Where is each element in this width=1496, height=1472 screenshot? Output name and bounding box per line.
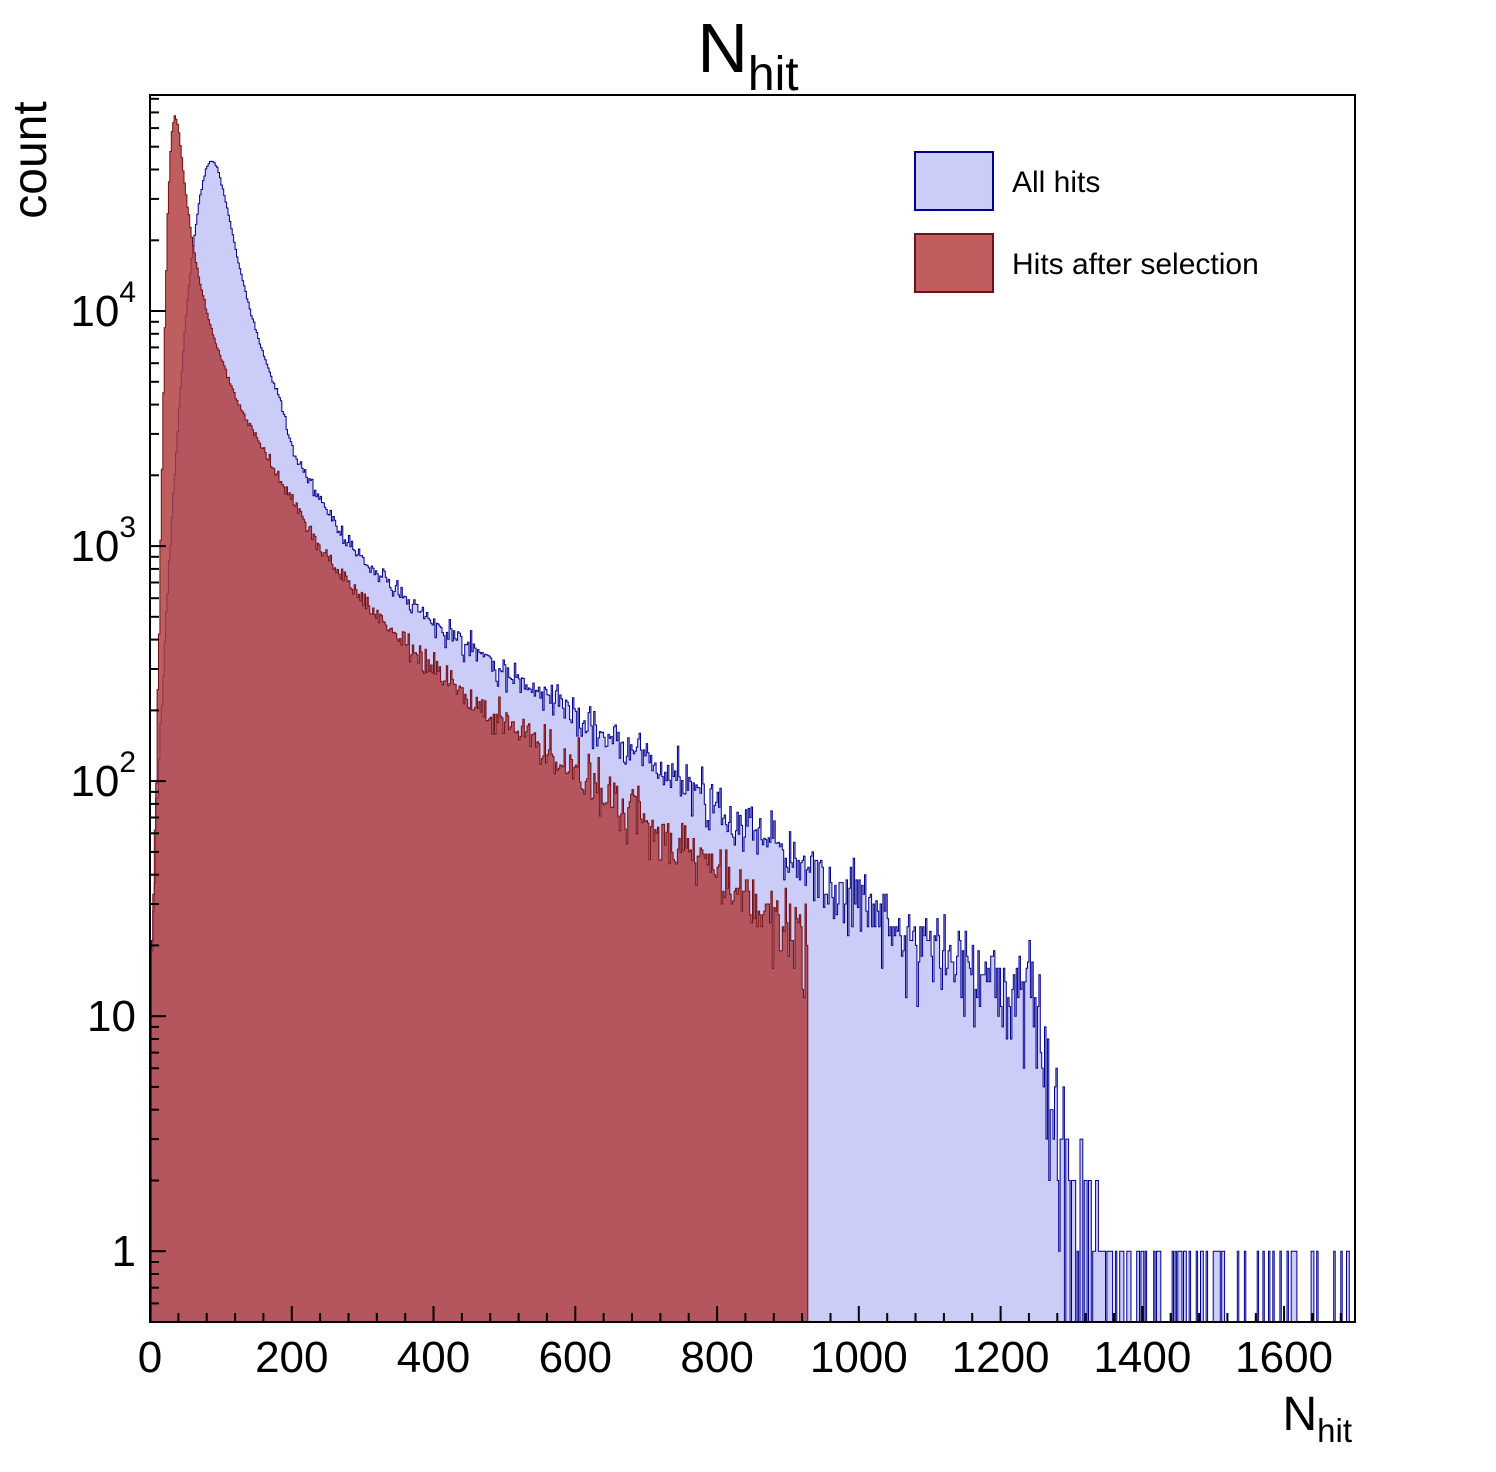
x-tick-label: 1400 <box>1093 1333 1191 1382</box>
legend-label-all-hits: All hits <box>1012 166 1100 199</box>
y-tick-label: 102 <box>70 746 136 806</box>
legend-swatch-hits-after-selection <box>914 233 994 293</box>
axes: 0 200 400 600 800 1000 1200 1400 1600 1 10 102 103 10… <box>70 97 1342 1382</box>
titles: Nhit count Nhit <box>4 9 1352 1449</box>
plot-frame <box>149 94 1356 1323</box>
legend-swatch-all-hits <box>914 151 994 211</box>
x-tick-label: 1600 <box>1235 1333 1333 1382</box>
x-tick-label: 1000 <box>810 1333 908 1382</box>
plot-area: 0 200 400 600 800 1000 1200 1400 1600 1 10 102 103 10… <box>70 94 1356 1382</box>
legend-label-hits-after-selection: Hits after selection <box>1012 248 1259 281</box>
x-tick-label: 600 <box>539 1333 612 1382</box>
y-tick-label: 10 <box>87 992 136 1041</box>
x-tick-label: 400 <box>397 1333 470 1382</box>
y-tick-label: 104 <box>70 276 136 336</box>
series-layer <box>150 115 1355 1322</box>
y-tick-label: 103 <box>70 511 136 571</box>
y-axis-title: count <box>4 101 57 218</box>
y-tick-label: 1 <box>112 1227 136 1276</box>
x-tick-label: 1200 <box>952 1333 1050 1382</box>
x-tick-label: 200 <box>255 1333 328 1382</box>
legend: All hits Hits after selection <box>914 151 1259 293</box>
chart-title: Nhit <box>697 9 798 101</box>
x-axis-title: Nhit <box>1282 1388 1352 1449</box>
x-tick-label: 800 <box>680 1333 753 1382</box>
x-tick-label: 0 <box>138 1333 162 1382</box>
series-hits-after-selection <box>150 115 810 1322</box>
